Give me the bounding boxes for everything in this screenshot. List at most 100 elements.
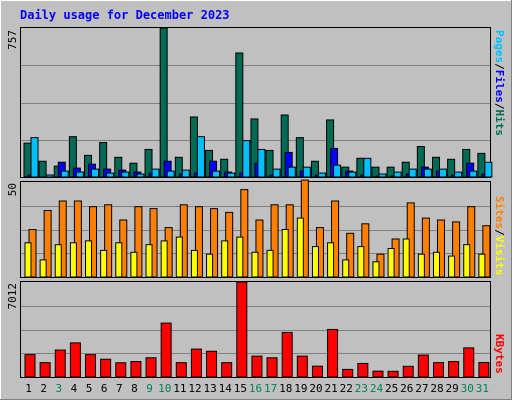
bar-visits-day-23 [357,246,365,278]
x-label-day-8: 8 [131,382,138,395]
x-label-day-13: 13 [203,382,216,395]
x-label-day-11: 11 [173,382,186,395]
bar-pages-day-26 [408,168,417,178]
x-label-day-28: 28 [430,382,443,395]
bar-pages-day-24 [378,173,387,178]
bar-kbytes-day-22 [342,368,354,378]
bar-kbytes-day-5 [85,354,97,378]
bar-pages-day-17 [272,168,281,178]
legend-visits: Visits [493,236,506,276]
bar-hits-day-10 [159,27,168,178]
bar-pages-day-30 [469,170,478,178]
bar-sites-day-21 [331,200,340,278]
bar-pages-day-6 [106,172,115,178]
bar-visits-day-10 [160,240,168,278]
legend-pages: Pages [493,30,506,63]
x-label-day-7: 7 [116,382,123,395]
bar-pages-day-10 [166,170,175,178]
bar-pages-day-14 [227,172,236,178]
x-label-day-29: 29 [446,382,459,395]
y-max-label-hits: 757 [6,30,19,50]
bar-pages-day-31 [484,161,493,178]
x-label-day-22: 22 [340,382,353,395]
bar-visits-day-20 [311,246,319,278]
bar-sites-day-12 [194,206,203,278]
legend-sites-visits: Sites/Visits [493,196,506,276]
bar-hits-day-2 [38,160,47,178]
bar-pages-day-25 [393,171,402,178]
bar-visits-day-13 [206,253,214,278]
bar-sites-day-2 [43,210,52,278]
bar-pages-day-23 [363,157,372,178]
bar-kbytes-day-16 [251,355,263,378]
bar-pages-day-1 [30,137,39,178]
bar-visits-day-25 [387,248,395,278]
x-label-day-14: 14 [219,382,233,395]
x-label-day-20: 20 [309,382,322,395]
bar-pages-day-18 [287,166,296,178]
bar-visits-day-5 [85,240,93,278]
bar-pages-day-11 [181,169,190,178]
bar-visits-day-3 [54,244,62,278]
x-label-day-12: 12 [188,382,201,395]
bar-visits-day-9 [145,244,153,278]
bars [23,27,493,378]
bar-kbytes-day-12 [190,348,202,378]
bar-sites-day-28 [436,219,445,278]
bar-sites-day-15 [240,189,249,278]
x-label-day-31: 31 [476,382,489,395]
bar-kbytes-day-25 [387,370,399,378]
bar-pages-day-29 [454,171,463,178]
x-label-day-4: 4 [71,382,78,395]
bar-visits-day-28 [432,251,440,278]
bar-kbytes-day-10 [160,322,172,378]
bar-visits-day-19 [296,217,304,278]
bar-sites-day-31 [482,225,491,278]
bar-sites-day-30 [467,206,476,278]
bar-kbytes-day-3 [54,349,66,378]
bar-visits-day-30 [463,244,471,278]
x-label-day-5: 5 [86,382,93,395]
bar-kbytes-day-13 [206,350,218,378]
bar-visits-day-6 [100,249,108,278]
bar-pages-day-19 [302,166,311,178]
bar-sites-day-22 [346,232,355,278]
bar-kbytes-day-27 [417,354,429,378]
y-max-label-sites: 50 [6,183,19,196]
bar-kbytes-day-31 [478,362,490,378]
bar-kbytes-day-9 [145,357,157,378]
bar-pages-day-27 [423,168,432,178]
x-label-day-23: 23 [355,382,368,395]
bar-kbytes-day-15 [236,281,248,378]
bar-kbytes-day-2 [39,362,51,378]
bar-pages-day-5 [91,168,100,178]
bar-sites-day-3 [58,200,67,278]
bar-visits-day-15 [236,236,244,278]
x-label-day-27: 27 [415,382,428,395]
legend-hits: Hits [493,110,506,137]
bar-visits-day-2 [39,259,47,278]
bar-hits-day-23 [356,157,365,178]
legend-sep-1: / [493,63,506,70]
bar-sites-day-8 [134,206,143,278]
bar-hits-day-29 [447,158,456,178]
bar-visits-day-24 [372,261,380,278]
x-label-day-6: 6 [101,382,108,395]
bar-pages-day-28 [438,168,447,178]
x-label-day-10: 10 [158,382,171,395]
bar-visits-day-26 [402,238,410,278]
legend-sep-2: / [493,103,506,110]
bar-visits-day-1 [24,242,32,278]
x-label-day-16: 16 [249,382,262,395]
bar-kbytes-day-19 [296,355,308,378]
bar-visits-day-16 [251,251,259,278]
bar-kbytes-day-17 [266,357,278,378]
bar-visits-day-31 [478,253,486,278]
x-label-day-25: 25 [385,382,398,395]
bar-kbytes-day-28 [432,362,444,378]
bar-visits-day-8 [130,251,138,278]
y-max-label-kbytes: 7012 [6,283,19,310]
bar-pages-day-20 [317,172,326,178]
bar-pages-day-7 [121,171,130,178]
